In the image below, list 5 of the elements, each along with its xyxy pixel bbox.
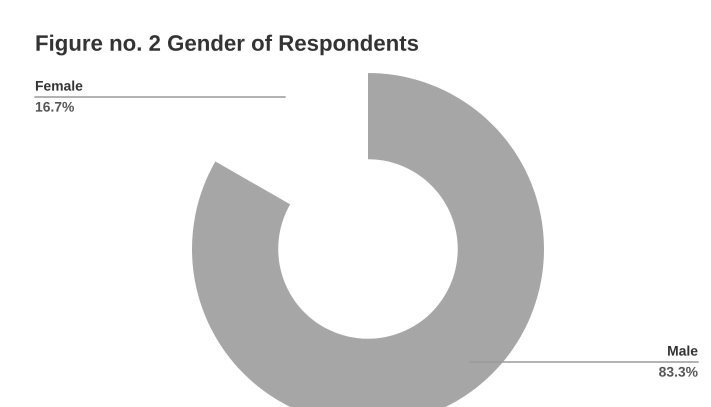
data-label: 83.3% (659, 366, 698, 377)
chart-title: Figure no. 2 Gender of Respondents (36, 34, 418, 56)
slice-label: Male (668, 346, 698, 356)
slice-label: Female (36, 80, 82, 91)
data-label: 16.7% (36, 102, 74, 112)
